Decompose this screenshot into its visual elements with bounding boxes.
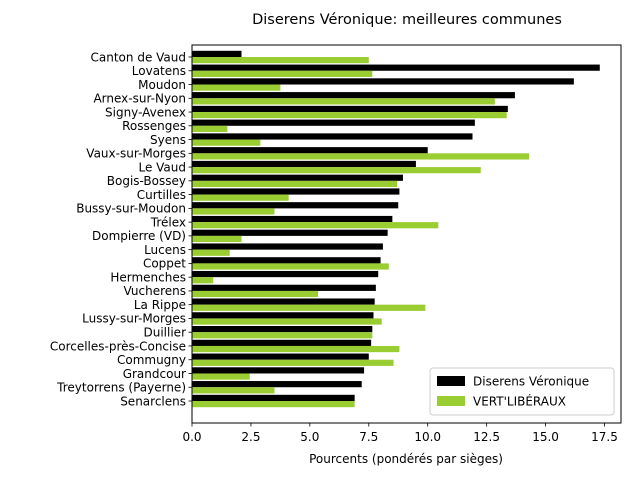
bar-vertliberaux-20 xyxy=(192,332,373,339)
bar-diserens-12 xyxy=(192,215,393,223)
x-tick-label: 0.0 xyxy=(182,430,201,444)
bar-vertliberaux-21 xyxy=(192,345,400,353)
bar-diserens-6 xyxy=(192,133,473,140)
y-tick-label: Treytorrens (Payerne) xyxy=(56,381,186,395)
bar-vertliberaux-9 xyxy=(192,180,398,188)
bar-diserens-13 xyxy=(192,229,388,236)
y-tick-label: Dompierre (VD) xyxy=(92,229,186,243)
bar-diserens-24 xyxy=(192,381,362,388)
y-tick-label: Moudon xyxy=(138,78,186,92)
legend: Diserens Véronique VERT'LIBÉRAUX xyxy=(429,367,615,416)
y-tick-label: Syens xyxy=(150,133,186,147)
bar-vertliberaux-8 xyxy=(192,167,481,174)
bar-vertliberaux-6 xyxy=(192,139,261,146)
bar-diserens-2 xyxy=(192,78,574,85)
y-tick-label: La Rippe xyxy=(134,298,186,312)
bar-vertliberaux-16 xyxy=(192,277,214,284)
y-tick-label: Canton de Vaud xyxy=(91,50,186,64)
bar-diserens-15 xyxy=(192,257,381,264)
bar-diserens-1 xyxy=(192,64,600,71)
bar-diserens-22 xyxy=(192,353,369,360)
bar-diserens-19 xyxy=(192,312,374,319)
y-tick-label: Lovatens xyxy=(132,64,186,78)
bar-diserens-11 xyxy=(192,202,399,209)
y-tick-label: Coppet xyxy=(143,257,186,271)
bar-diserens-20 xyxy=(192,326,373,333)
bar-diserens-25 xyxy=(192,394,355,401)
y-tick-label: Trélex xyxy=(150,215,186,229)
x-tick-label: 17.5 xyxy=(591,430,618,444)
y-tick-label: Senarclens xyxy=(120,394,186,408)
y-tick-label: Hermenches xyxy=(110,270,186,284)
bar-diserens-8 xyxy=(192,160,416,168)
bar-diserens-14 xyxy=(192,243,383,250)
bar-diserens-4 xyxy=(192,105,508,113)
legend-entry: Diserens Véronique xyxy=(473,375,589,389)
y-tick-label: Vaux-sur-Morges xyxy=(86,147,186,161)
y-tick-label: Bussy-sur-Moudon xyxy=(76,202,186,216)
x-tick-label: 12.5 xyxy=(473,430,500,444)
bar-vertliberaux-0 xyxy=(192,57,369,64)
bar-vertliberaux-19 xyxy=(192,318,382,325)
bar-diserens-21 xyxy=(192,339,372,346)
bar-diserens-0 xyxy=(192,50,242,57)
y-tick-label: Le Vaud xyxy=(138,160,186,174)
bar-diserens-23 xyxy=(192,367,365,374)
bar-vertliberaux-4 xyxy=(192,112,507,119)
bar-vertliberaux-18 xyxy=(192,304,426,311)
y-tick-label: Rossenges xyxy=(122,119,186,133)
bar-diserens-3 xyxy=(192,92,515,99)
bar-vertliberaux-5 xyxy=(192,125,228,132)
bar-vertliberaux-11 xyxy=(192,208,275,215)
bar-vertliberaux-22 xyxy=(192,359,394,366)
x-tick-label: 10.0 xyxy=(414,430,441,444)
bar-diserens-17 xyxy=(192,284,376,291)
y-tick-label: Arnex-sur-Nyon xyxy=(93,92,186,106)
y-tick-label: Grandcour xyxy=(123,367,186,381)
bar-vertliberaux-23 xyxy=(192,373,250,380)
y-tick-label: Corcelles-près-Concise xyxy=(50,339,186,353)
bar-vertliberaux-10 xyxy=(192,194,289,201)
legend-swatch xyxy=(437,376,465,386)
legend-swatch xyxy=(437,396,465,406)
bar-vertliberaux-15 xyxy=(192,263,389,270)
bar-diserens-16 xyxy=(192,270,379,278)
y-tick-label: Bogis-Bossey xyxy=(107,174,186,188)
bar-vertliberaux-17 xyxy=(192,290,319,298)
bars-group xyxy=(192,50,600,408)
y-tick-label: Lussy-sur-Morges xyxy=(82,312,186,326)
bar-diserens-7 xyxy=(192,147,428,154)
y-tick-label: Signy-Avenex xyxy=(105,105,186,119)
chart-title: Diserens Véronique: meilleures communes xyxy=(252,12,562,28)
bar-vertliberaux-1 xyxy=(192,70,373,77)
x-tick-label: 15.0 xyxy=(532,430,559,444)
bar-vertliberaux-13 xyxy=(192,235,242,243)
x-tick-label: 7.5 xyxy=(359,430,378,444)
y-tick-label: Vucherens xyxy=(124,284,187,298)
bar-diserens-10 xyxy=(192,188,400,195)
bar-vertliberaux-12 xyxy=(192,222,439,229)
bar-vertliberaux-3 xyxy=(192,98,495,105)
y-tick-label: Commugny xyxy=(117,353,186,367)
x-tick-label: 2.5 xyxy=(241,430,260,444)
y-tick-label: Duillier xyxy=(144,326,187,340)
bar-diserens-5 xyxy=(192,119,475,126)
bar-vertliberaux-2 xyxy=(192,84,281,91)
y-tick-labels: Canton de VaudLovatensMoudonArnex-sur-Ny… xyxy=(50,50,192,408)
y-tick-label: Curtilles xyxy=(137,188,186,202)
legend-entry: VERT'LIBÉRAUX xyxy=(473,394,566,409)
bar-vertliberaux-24 xyxy=(192,387,275,394)
plot-frame xyxy=(191,44,622,424)
bar-diserens-18 xyxy=(192,298,375,305)
bar-diserens-9 xyxy=(192,174,403,181)
x-tick-label: 5.0 xyxy=(300,430,319,444)
x-axis-label: Pourcents (pondérés par sièges) xyxy=(309,452,503,466)
bar-vertliberaux-7 xyxy=(192,153,530,160)
legend-box xyxy=(429,367,615,416)
x-ticks: 0.0 2.5 5.0 7.5 10.0 12.5 15.0 17.5 xyxy=(182,423,618,444)
y-tick-label: Lucens xyxy=(144,243,186,257)
bar-vertliberaux-14 xyxy=(192,249,230,256)
bar-vertliberaux-25 xyxy=(192,401,355,408)
